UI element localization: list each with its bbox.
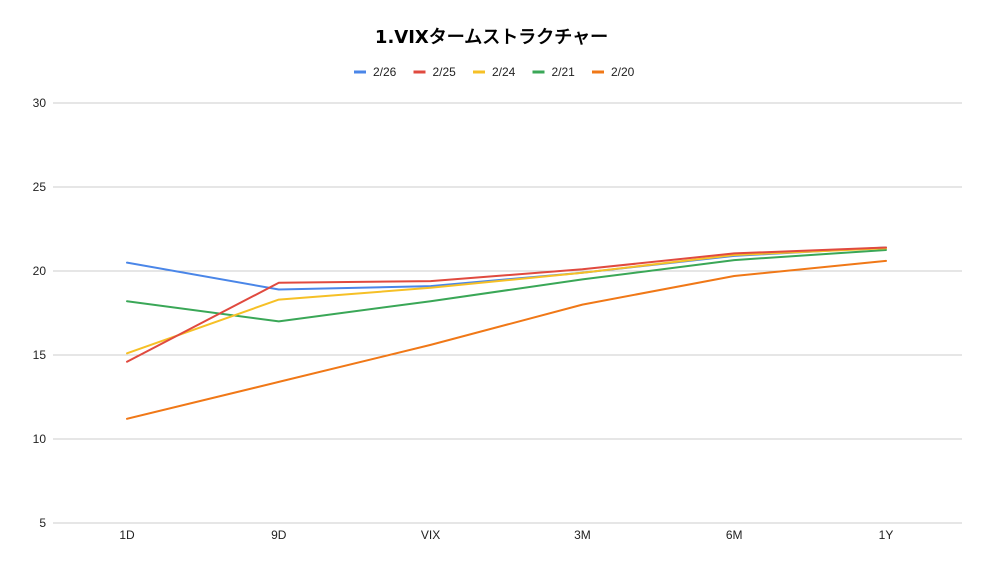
chart-title: 1.VIXタームストラクチャー — [375, 27, 608, 48]
legend-swatch — [354, 70, 366, 74]
y-tick-label: 5 — [39, 516, 46, 530]
x-tick-label: VIX — [421, 528, 440, 542]
x-tick-label: 3M — [574, 528, 591, 542]
x-tick-label: 6M — [726, 528, 743, 542]
legend-item: 2/20 — [592, 65, 635, 79]
series-lines — [126, 246, 887, 420]
legend-swatch — [592, 70, 604, 74]
y-axis-tick-labels: 5 10 15 20 25 30 — [33, 96, 47, 530]
legend-label: 2/26 — [373, 65, 397, 79]
series-line-2-21 — [126, 249, 887, 323]
y-tick-label: 10 — [33, 432, 47, 446]
grid-lines — [53, 102, 962, 524]
y-tick-label: 15 — [33, 348, 47, 362]
x-tick-label: 1D — [119, 528, 135, 542]
legend: 2/26 2/25 2/24 2/21 2/20 — [354, 65, 635, 79]
x-tick-label: 9D — [271, 528, 287, 542]
series-line-2-25 — [126, 246, 887, 363]
legend-label: 2/20 — [611, 65, 635, 79]
legend-swatch — [473, 70, 485, 74]
series-line-2-20 — [126, 259, 887, 420]
y-tick-label: 30 — [33, 96, 47, 110]
legend-item: 2/25 — [413, 65, 457, 79]
legend-label: 2/25 — [433, 65, 457, 79]
legend-label: 2/24 — [492, 65, 516, 79]
series-line-2-24 — [126, 247, 887, 355]
legend-label: 2/21 — [552, 65, 576, 79]
y-tick-label: 20 — [33, 264, 47, 278]
legend-item: 2/26 — [354, 65, 397, 79]
legend-item: 2/24 — [473, 65, 516, 79]
legend-swatch — [413, 70, 426, 74]
legend-swatch — [532, 70, 545, 74]
x-tick-label: 1Y — [879, 528, 894, 542]
legend-item: 2/21 — [532, 65, 576, 79]
x-axis-tick-labels: 1D 9D VIX 3M 6M 1Y — [119, 528, 893, 542]
y-tick-label: 25 — [33, 180, 47, 194]
